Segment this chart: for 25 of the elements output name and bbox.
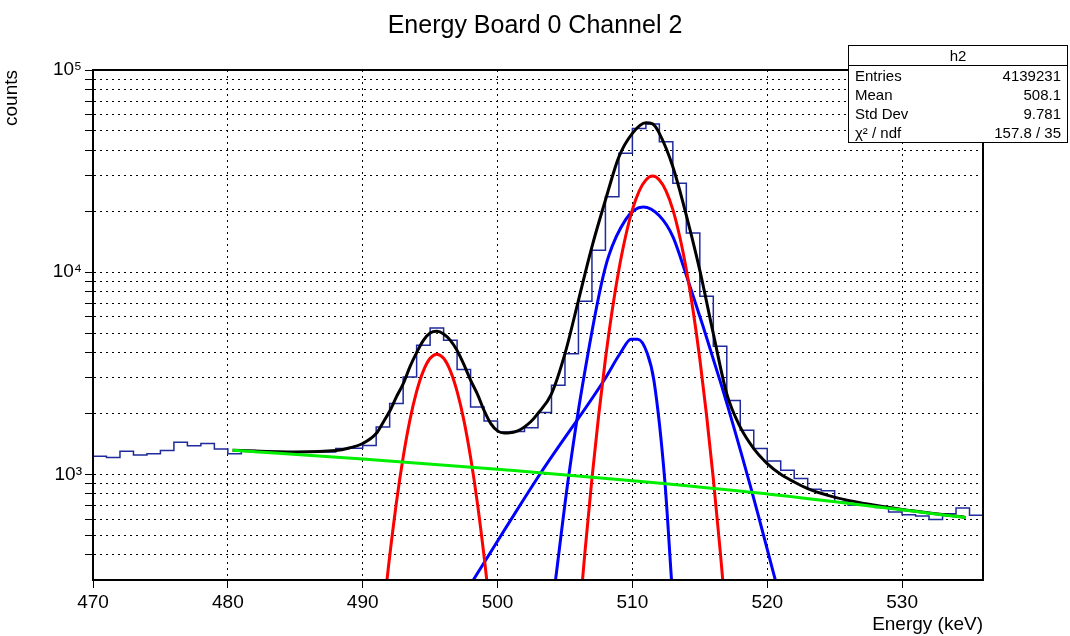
- text: 9.781: [1023, 104, 1061, 123]
- text: 508.1: [1023, 85, 1061, 104]
- x-axis-title: Energy (keV): [872, 612, 983, 634]
- line-series: [385, 352, 489, 580]
- line-series: [581, 174, 725, 580]
- y-tick-label: 10⁴: [52, 260, 82, 282]
- text: h2: [849, 46, 1067, 66]
- x-tick-label: 520: [751, 590, 784, 612]
- y-axis-title: counts: [0, 70, 21, 126]
- chart-title: Energy Board 0 Channel 2: [386, 10, 684, 39]
- x-tick-label: 480: [212, 590, 244, 612]
- x-tick-label: 470: [77, 590, 109, 612]
- annotation: Std Dev: [855, 104, 909, 123]
- y-tick-label: 10⁵: [52, 58, 82, 80]
- text: 4139231: [1002, 66, 1061, 85]
- x-tick-label: 490: [346, 590, 379, 612]
- text: 157.8 / 35: [994, 123, 1061, 142]
- x-tick-label: 510: [616, 590, 649, 612]
- line-series: [231, 448, 967, 520]
- annotation: Mean: [855, 85, 893, 104]
- x-tick-label: 530: [886, 590, 918, 612]
- annotation: Entries: [855, 66, 902, 85]
- annotation: χ² / ndf: [855, 123, 902, 142]
- x-tick-label: 500: [481, 590, 514, 612]
- y-tick-label: 10³: [54, 462, 82, 484]
